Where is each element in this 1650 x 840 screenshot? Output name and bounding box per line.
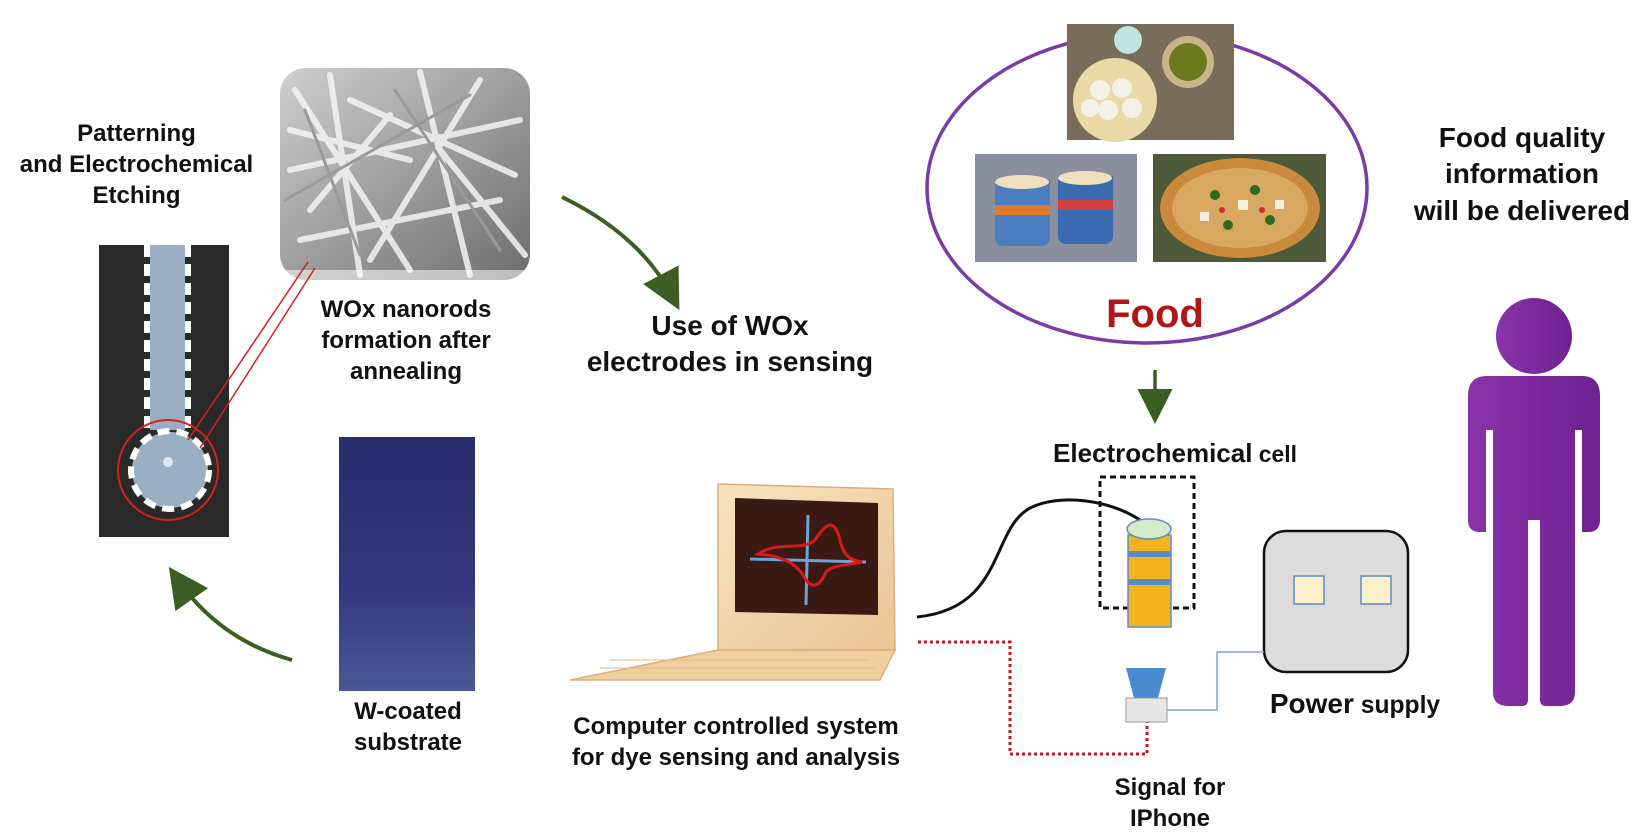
- food-label: Food: [1106, 292, 1204, 336]
- signal-sensor-icon: [1125, 668, 1168, 723]
- arrow-to-sensing: [561, 195, 680, 311]
- computer-label: Computer controlled system for dye sensi…: [571, 713, 901, 772]
- person-icon: [1468, 298, 1600, 706]
- laptop-icon: [569, 483, 897, 681]
- use-wox-label: Use of WOx electrodes in sensing: [586, 310, 874, 378]
- power-wire: [1167, 651, 1264, 711]
- food-quality-label: Food quality information will be deliver…: [1413, 122, 1631, 226]
- idli-photo-icon: [1067, 24, 1234, 142]
- electrochemical-cell-label: Electrochemical cell: [1053, 438, 1297, 468]
- signal-line: [918, 640, 1149, 756]
- cable: [916, 498, 1141, 619]
- w-coated-substrate-icon: [339, 437, 475, 691]
- patterning-label: Patterning and Electrochemical Etching: [19, 120, 254, 210]
- arrow-to-patterning: [168, 566, 293, 662]
- signal-label: Signal for IPhone: [1114, 774, 1226, 833]
- tea-cups-photo-icon: [975, 154, 1137, 262]
- sem-micrograph-icon: [280, 68, 530, 305]
- pizza-photo-icon: [1153, 154, 1326, 262]
- w-coated-label: W-coated substrate: [353, 698, 463, 757]
- power-supply-label: Power supply: [1269, 688, 1441, 719]
- power-supply-icon: [1262, 529, 1410, 674]
- patterned-electrode-icon: [99, 245, 229, 537]
- electrochemical-cell-icon: [1098, 475, 1196, 628]
- zoom-lines: [187, 261, 316, 449]
- nanorods-label: WOx nanorods formation after annealing: [320, 296, 492, 386]
